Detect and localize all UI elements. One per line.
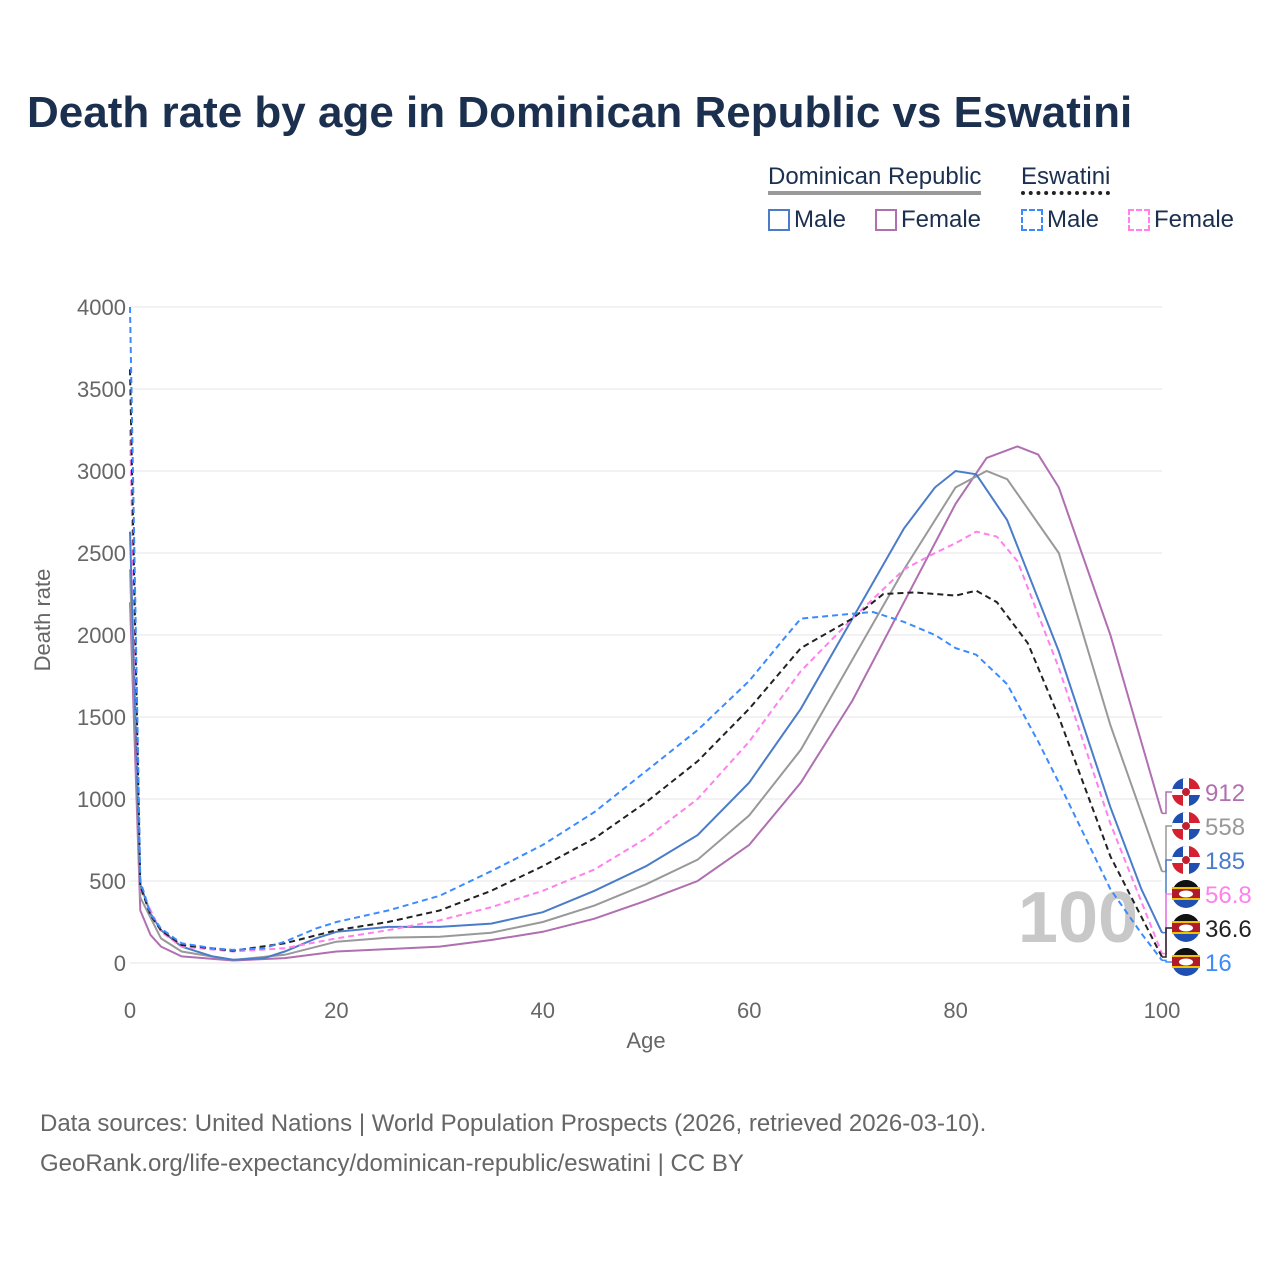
- x-axis-label: Age: [626, 1028, 665, 1053]
- legend-sz-male[interactable]: Male: [1021, 206, 1099, 234]
- label-connector: [1162, 893, 1172, 955]
- end-value-label: 185: [1205, 848, 1245, 875]
- x-tick-label: 20: [324, 998, 348, 1023]
- dominican-flag-icon: [1172, 846, 1200, 874]
- legend-label: Female: [1154, 206, 1235, 233]
- end-value-label: 36.6: [1205, 916, 1252, 943]
- y-tick-label: 2000: [77, 623, 126, 648]
- watermark-year: 100: [1018, 878, 1138, 958]
- legend-dr-female[interactable]: Female: [875, 206, 981, 234]
- legend-swatch: [1021, 209, 1043, 231]
- dominican-flag-icon: [1172, 778, 1200, 806]
- end-value-label: 16: [1205, 950, 1232, 977]
- end-value-label: 558: [1205, 814, 1245, 841]
- y-axis-label: Death rate: [30, 569, 55, 672]
- y-tick-label: 2500: [77, 541, 126, 566]
- end-value-label: 56.8: [1205, 882, 1252, 909]
- series-line-dominican-republic-female: [129, 445, 1163, 962]
- legend-swatch: [875, 209, 897, 231]
- eswatini-flag-icon: [1172, 914, 1200, 942]
- chart-title: Death rate by age in Dominican Republic …: [27, 88, 1133, 137]
- legend-group-sz: Eswatini: [1021, 163, 1111, 195]
- y-tick-label: 4000: [77, 295, 126, 320]
- y-tick-label: 3500: [77, 377, 126, 402]
- series-line-eswatini-total: [129, 369, 1163, 958]
- dominican-flag-icon: [1172, 812, 1200, 840]
- label-connector: [1162, 959, 1172, 963]
- y-tick-label: 500: [89, 869, 126, 894]
- y-tick-label: 1500: [77, 705, 126, 730]
- series-line-eswatini-male: [129, 306, 1163, 962]
- legend-label: Male: [794, 206, 847, 233]
- x-tick-label: 0: [124, 998, 136, 1023]
- legend-swatch: [1128, 209, 1150, 231]
- series-line-eswatini-female: [129, 429, 1163, 955]
- legend-label: Male: [1047, 206, 1100, 233]
- label-connector: [1162, 791, 1172, 815]
- y-tick-label: 3000: [77, 459, 126, 484]
- y-tick-label: 1000: [77, 787, 126, 812]
- y-tick-label: 0: [114, 951, 126, 976]
- legend-group-dr: Dominican Republic: [768, 163, 982, 195]
- label-connector: [1162, 927, 1172, 958]
- x-tick-label: 60: [737, 998, 761, 1023]
- legend-swatch: [768, 209, 790, 231]
- label-connector: [1162, 825, 1172, 873]
- legend-sz-female[interactable]: Female: [1128, 206, 1234, 234]
- x-tick-label: 100: [1144, 998, 1181, 1023]
- end-value-label: 912: [1205, 780, 1245, 807]
- footer-link[interactable]: GeoRank.org/life-expectancy/dominican-re…: [40, 1150, 744, 1177]
- eswatini-flag-icon: [1172, 948, 1200, 976]
- legend-dr-male[interactable]: Male: [768, 206, 846, 234]
- legend-label: Female: [901, 206, 982, 233]
- eswatini-flag-icon: [1172, 880, 1200, 908]
- series-line-dominican-republic-male: [129, 469, 1163, 961]
- x-tick-label: 80: [943, 998, 967, 1023]
- x-tick-label: 40: [531, 998, 555, 1023]
- plot-area: 100 0 500 1000 1500 2000 2500 3000 3500 4000 0 20 4…: [30, 295, 1252, 1053]
- footer-sources: Data sources: United Nations | World Pop…: [40, 1110, 987, 1137]
- series-line-dominican-republic-total: [129, 469, 1163, 962]
